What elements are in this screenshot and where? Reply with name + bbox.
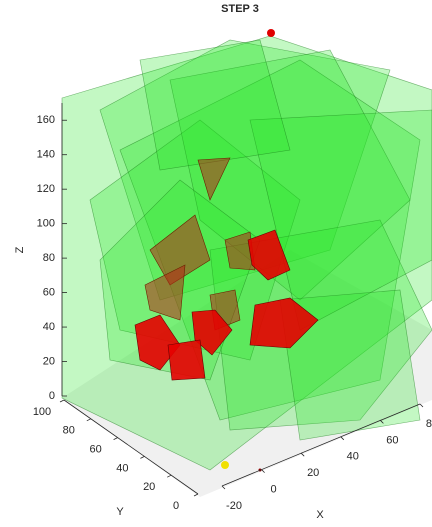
y-tick (87, 419, 91, 421)
x-tick-label: 20 (307, 467, 319, 479)
z-tick-label: 0 (49, 390, 55, 402)
x-tick-label: 80 (426, 418, 432, 430)
y-tick-label: 100 (33, 406, 51, 418)
y-tick (167, 475, 171, 477)
y-tick (140, 456, 144, 458)
y-tick (114, 438, 118, 440)
x-tick-label: 0 (271, 484, 277, 496)
x-tick-label: 60 (386, 434, 398, 446)
x-tick (420, 404, 423, 407)
y-tick (60, 400, 64, 402)
z-tick-label: 100 (37, 218, 55, 230)
y-tick-label: 60 (89, 444, 101, 456)
y-axis-label: Y (116, 506, 124, 518)
x-tick-label: -20 (226, 500, 242, 512)
z-tick-label: 40 (43, 321, 55, 333)
y-tick-label: 0 (173, 500, 179, 512)
z-tick-label: 20 (43, 355, 55, 367)
x-tick-label: 40 (347, 451, 359, 463)
y-tick-label: 80 (63, 425, 75, 437)
x-axis-label: X (316, 509, 324, 521)
z-tick-label: 120 (37, 183, 55, 195)
patches (62, 29, 432, 472)
chart: 0 20 40 60 80 100 120 140 160 0 20 40 60 80 100 -20 0 20 4… (0, 0, 432, 527)
chart-title: STEP 3 (221, 3, 259, 15)
z-tick-label: 60 (43, 286, 55, 298)
z-axis-label: Z (14, 246, 26, 253)
z-tick-label: 140 (37, 149, 55, 161)
y-tick-label: 40 (116, 462, 128, 474)
z-tick-label: 80 (43, 252, 55, 264)
z-tick-label: 160 (37, 114, 55, 126)
y-tick-label: 20 (143, 481, 155, 493)
